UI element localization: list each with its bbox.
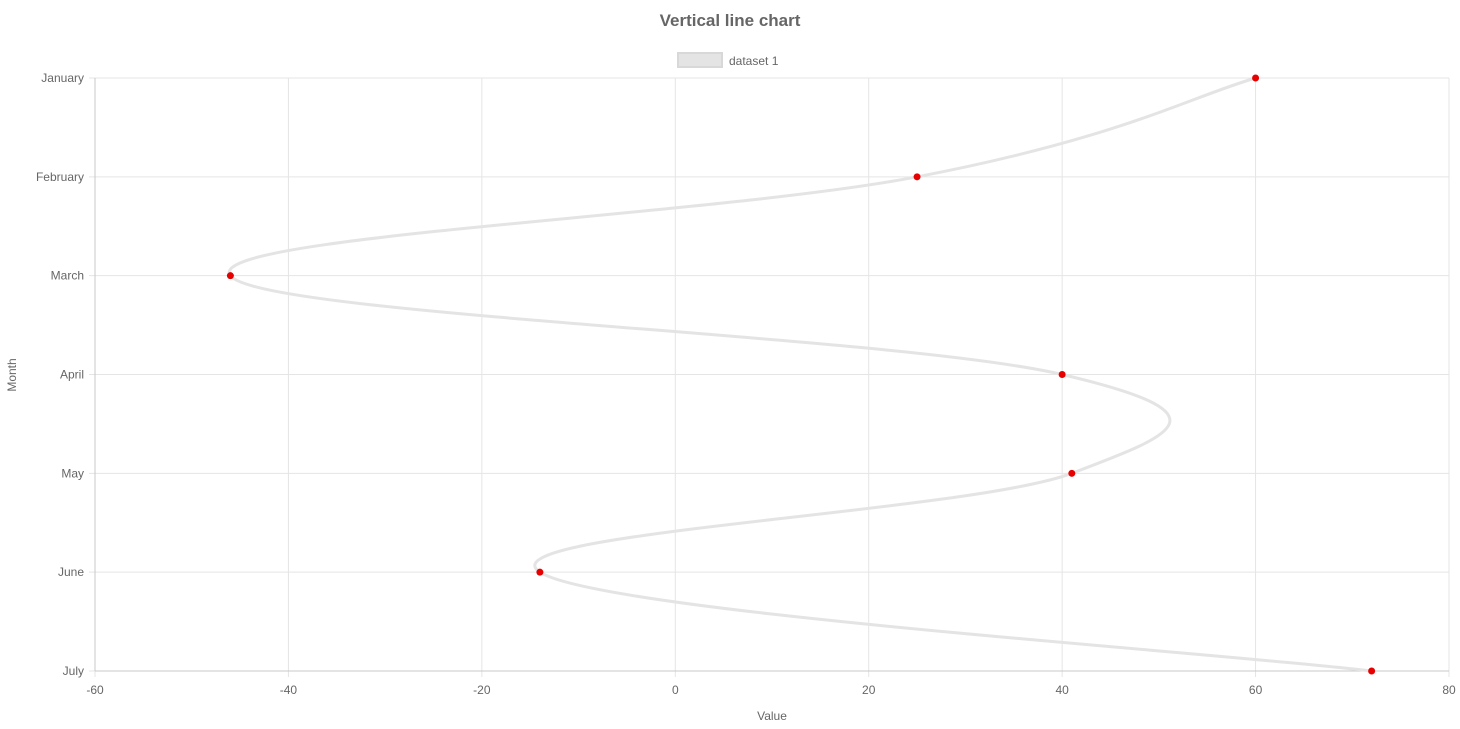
legend-label[interactable]: dataset 1 <box>729 54 779 68</box>
axes <box>94 78 1449 672</box>
y-tick-label: February <box>36 170 84 184</box>
y-tick-label: March <box>51 269 84 283</box>
legend[interactable]: dataset 1 <box>677 52 779 68</box>
x-tick-label: 40 <box>1055 683 1069 697</box>
y-tick-label: May <box>61 466 84 480</box>
x-tick-label: 20 <box>862 683 876 697</box>
data-point[interactable] <box>1058 371 1066 378</box>
x-tick-label: -60 <box>86 683 104 697</box>
y-tick-label: June <box>58 565 84 579</box>
y-axis-title: Month <box>5 358 19 391</box>
grid <box>89 77 1450 677</box>
chart-title: Vertical line chart <box>660 11 801 30</box>
x-axis-ticks: -60 -40 -20 0 20 40 60 80 <box>86 683 1456 697</box>
y-axis-ticks: January February March April May June July <box>36 71 84 678</box>
y-tick-label: January <box>41 71 84 85</box>
x-tick-label: -20 <box>473 683 491 697</box>
data-point[interactable] <box>1252 74 1260 82</box>
x-tick-label: 80 <box>1442 683 1456 697</box>
y-tick-label: July <box>63 664 84 678</box>
data-point[interactable] <box>226 272 234 280</box>
data-point[interactable] <box>1068 469 1076 477</box>
x-tick-label: -40 <box>280 683 298 697</box>
data-point[interactable] <box>1368 667 1376 675</box>
x-axis-title: Value <box>757 709 787 723</box>
series-layer <box>226 74 1376 675</box>
legend-swatch[interactable] <box>677 52 723 68</box>
data-point[interactable] <box>536 568 544 576</box>
y-tick-label: April <box>60 368 84 382</box>
x-tick-label: 0 <box>672 683 679 697</box>
data-point[interactable] <box>913 173 921 181</box>
x-tick-label: 60 <box>1249 683 1263 697</box>
